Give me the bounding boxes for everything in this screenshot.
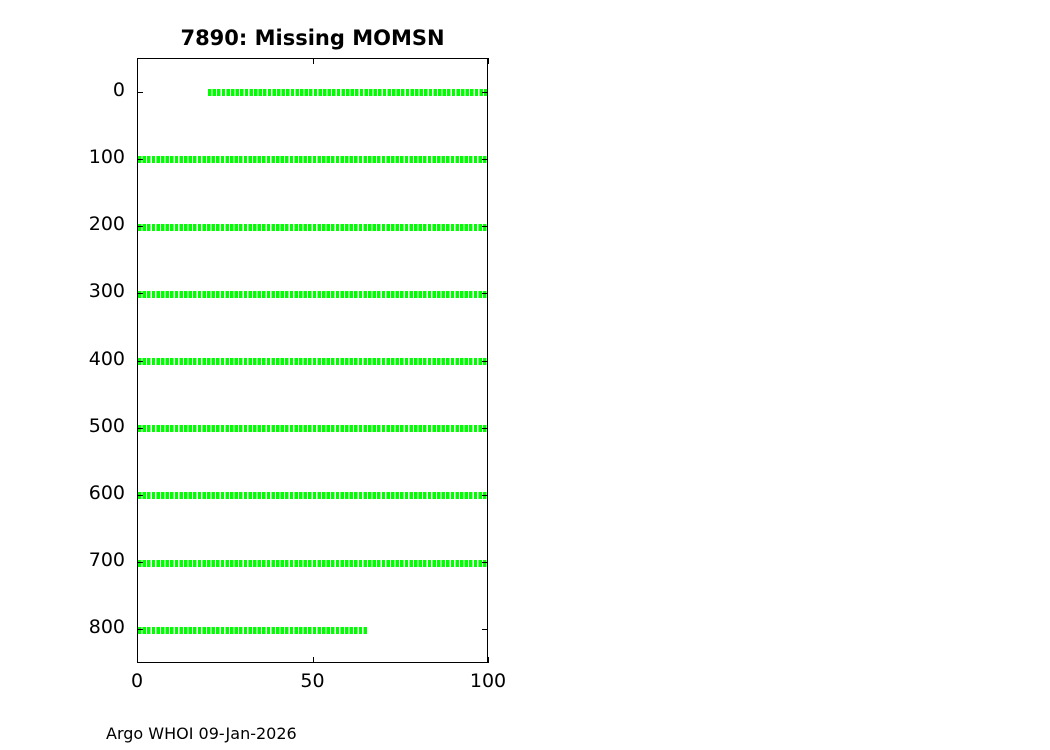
y-tick-800 [137, 629, 143, 631]
y-tick-100 [137, 158, 143, 160]
plot-area [137, 58, 488, 663]
y-tick-right-200 [482, 226, 488, 228]
y-tick-300 [137, 293, 143, 295]
y-tick-right-100 [482, 158, 488, 160]
x-tick-0 [137, 657, 138, 663]
y-tick-400 [137, 360, 143, 362]
y-tick-200 [137, 226, 143, 228]
data-series-row-400 [138, 358, 487, 365]
y-tick-700 [137, 562, 143, 564]
y-tick-right-500 [482, 427, 488, 429]
y-tick-right-800 [482, 629, 488, 631]
data-series-row-600 [138, 492, 487, 500]
y-tick-label-200: 200 [88, 213, 125, 236]
y-tick-right-600 [482, 494, 488, 496]
x-tick-label-0: 0 [130, 670, 144, 692]
y-tick-0 [137, 91, 143, 93]
x-tick-top-0 [137, 58, 138, 64]
data-series-row-800 [138, 626, 368, 634]
y-tick-label-0: 0 [112, 78, 125, 101]
x-tick-top-50 [312, 58, 314, 64]
y-tick-right-700 [482, 562, 488, 564]
plot-data-layer [138, 59, 487, 662]
page-title: 7890: Missing MOMSN [180, 26, 445, 50]
y-tick-label-100: 100 [88, 145, 125, 168]
data-series-row-500 [138, 425, 487, 433]
y-tick-600 [137, 494, 143, 496]
x-tick-50 [312, 657, 314, 663]
y-tick-label-600: 600 [88, 481, 125, 504]
y-tick-label-700: 700 [88, 549, 125, 572]
y-tick-right-300 [482, 293, 488, 295]
data-series-row-700 [138, 559, 487, 567]
x-tick-top-100 [488, 58, 489, 64]
y-tick-label-400: 400 [88, 347, 125, 370]
y-tick-label-300: 300 [88, 280, 125, 303]
y-tick-right-0 [482, 91, 488, 93]
data-series-row-200 [138, 223, 487, 231]
y-tick-right-400 [482, 360, 488, 362]
data-series-row-300 [138, 290, 487, 298]
y-tick-label-800: 800 [88, 616, 125, 639]
footer-credit: Argo WHOI 09-Jan-2026 [106, 724, 297, 743]
y-tick-500 [137, 427, 143, 429]
x-tick-label-50: 50 [300, 670, 325, 692]
data-series-row-100 [138, 156, 487, 164]
y-tick-label-500: 500 [88, 414, 125, 437]
x-tick-label-100: 100 [469, 670, 507, 692]
data-series-row-0 [208, 89, 487, 97]
x-tick-100 [488, 657, 489, 663]
